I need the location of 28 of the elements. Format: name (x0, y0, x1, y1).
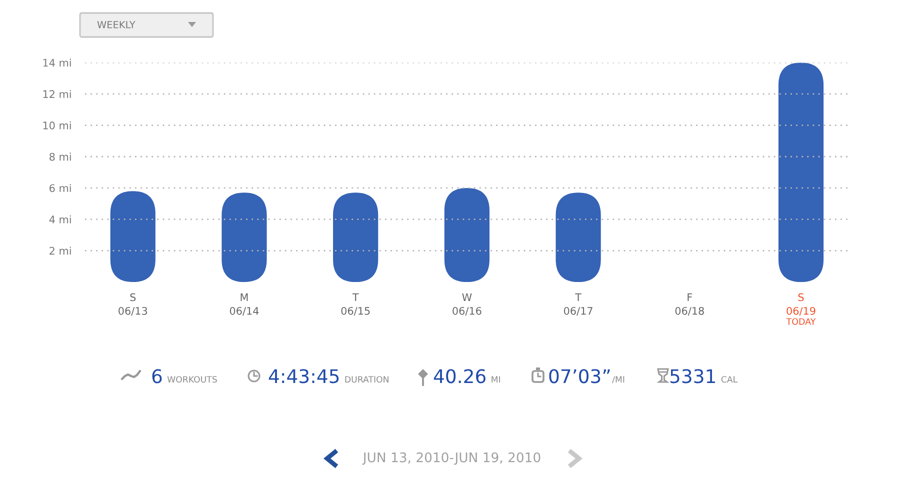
text: 6 (152, 369, 162, 384)
y-tick-label: 10 mi (43, 121, 71, 130)
y-tick-label: 2 mi (50, 246, 71, 255)
y-tick-label: 8 mi (50, 152, 71, 161)
x-tick-label: F 06/18 (675, 293, 704, 316)
x-tick-label: M 06/14 (230, 293, 259, 316)
text: WEEKLY (97, 21, 136, 28)
y-tick-label: 6 mi (50, 184, 71, 192)
text: 4:43:45 (268, 369, 339, 384)
y-tick-label: 14 mi (43, 58, 71, 67)
bar (778, 62, 824, 282)
text: JUN 13, 2010-JUN 19, 2010 (362, 452, 540, 465)
text: 5331 (670, 369, 715, 384)
y-tick-label: 4 mi (49, 215, 71, 224)
x-tick-label: W 06/16 (452, 293, 482, 316)
text: TODAY (786, 318, 816, 325)
x-tick-label: T 06/15 (341, 293, 370, 316)
text: CAL (721, 376, 738, 383)
x-tick-label: S 06/13 (118, 293, 148, 316)
text: /MI (612, 376, 624, 384)
text: WORKOUTS (167, 376, 217, 383)
text: DURATION (345, 376, 388, 383)
y-tick-label: 12 mi (43, 90, 71, 98)
x-tick-label: S 06/19 (786, 293, 816, 316)
text: MI (492, 376, 500, 382)
text: 07’03” (549, 369, 610, 384)
text: 40.26 (434, 369, 486, 384)
x-tick-label: T 06/17 (564, 293, 592, 316)
